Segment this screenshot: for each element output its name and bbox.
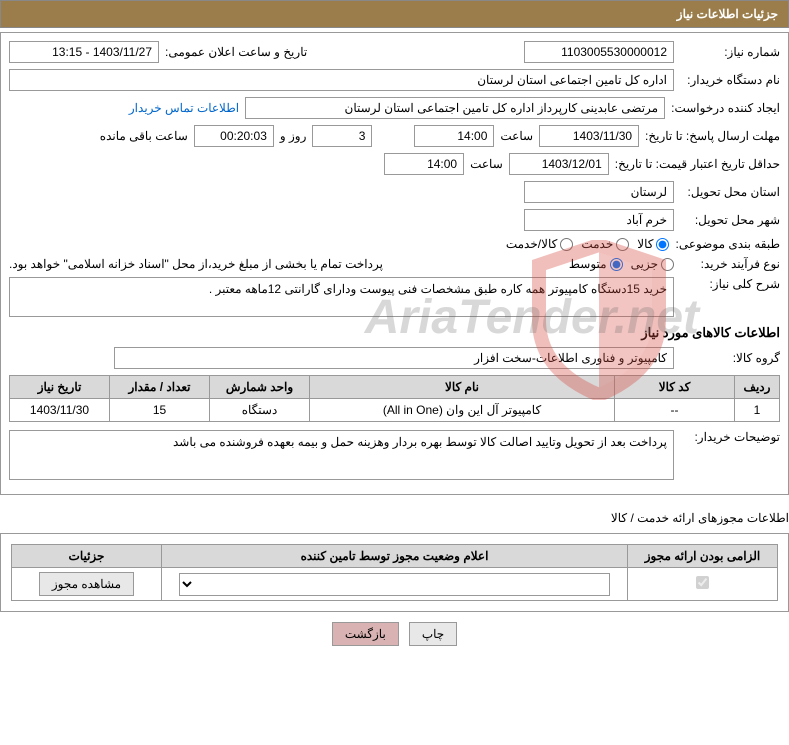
row-city: شهر محل تحویل: خرم آباد [9,209,780,231]
radio-goods-label: کالا [637,237,653,251]
min-validity-time-label: ساعت [470,157,503,171]
license-section-title: اطلاعات مجوزهای ارائه خدمت / کالا [0,507,789,529]
category-radio-group: کالا خدمت کالا/خدمت [506,237,670,251]
goods-table-header-row: ردیف کد کالا نام کالا واحد شمارش تعداد /… [10,376,780,399]
cell-row-no: 1 [735,399,780,422]
back-button[interactable]: بازگشت [332,622,399,646]
row-goods-group: گروه کالا: کامپیوتر و فناوری اطلاعات-سخت… [9,347,780,369]
row-purchase-type: نوع فرآیند خرید: جزیی متوسط پرداخت تمام … [9,257,780,271]
view-license-button[interactable]: مشاهده مجوز [39,572,134,596]
col-qty: تعداد / مقدار [110,376,210,399]
deadline-label: مهلت ارسال پاسخ: تا تاریخ: [645,129,780,143]
mandatory-checkbox [696,576,709,589]
need-no-value: 1103005530000012 [524,41,674,63]
min-validity-date: 1403/12/01 [509,153,609,175]
lic-col-status: اعلام وضعیت مجوز توسط تامین کننده [162,545,628,568]
treasury-note: پرداخت تمام یا بخشی از مبلغ خرید،از محل … [9,257,383,271]
row-deadline: مهلت ارسال پاسخ: تا تاریخ: 1403/11/30 سا… [9,125,780,147]
province-label: استان محل تحویل: [680,185,780,199]
cell-code: -- [615,399,735,422]
purchase-type-radio-group: جزیی متوسط [569,257,674,271]
row-min-validity: حداقل تاریخ اعتبار قیمت: تا تاریخ: 1403/… [9,153,780,175]
radio-partial-label: جزیی [631,257,658,271]
announce-value: 1403/11/27 - 13:15 [9,41,159,63]
cell-unit: دستگاه [210,399,310,422]
radio-both-label: کالا/خدمت [506,237,557,251]
min-validity-label: حداقل تاریخ اعتبار قیمت: تا تاریخ: [615,157,780,171]
row-requester: ایجاد کننده درخواست: مرتضی عابدینی کارپر… [9,97,780,119]
row-category: طبقه بندی موضوعی: کالا خدمت کالا/خدمت [9,237,780,251]
purchase-type-label: نوع فرآیند خرید: [680,257,780,271]
requester-value: مرتضی عابدینی کارپرداز اداره کل تامین اج… [245,97,665,119]
radio-medium[interactable]: متوسط [569,257,623,271]
license-header-row: الزامی بودن ارائه مجوز اعلام وضعیت مجوز … [12,545,778,568]
col-date: تاریخ نیاز [10,376,110,399]
radio-service-label: خدمت [581,237,613,251]
lic-mandatory-cell [628,568,778,601]
print-button[interactable]: چاپ [409,622,457,646]
days-remaining: 3 [312,125,372,147]
city-label: شهر محل تحویل: [680,213,780,227]
footer-buttons: چاپ بازگشت [0,622,789,646]
min-validity-time: 14:00 [384,153,464,175]
col-unit: واحد شمارش [210,376,310,399]
lic-status-cell [162,568,628,601]
province-value: لرستان [524,181,674,203]
col-name: نام کالا [310,376,615,399]
radio-medium-label: متوسط [569,257,607,271]
days-suffix: روز و [280,129,307,143]
time-remaining: 00:20:03 [194,125,274,147]
goods-section-title: اطلاعات کالاهای مورد نیاز [9,325,780,341]
status-dropdown[interactable] [179,573,609,596]
license-row: مشاهده مجوز [12,568,778,601]
radio-partial[interactable]: جزیی [631,257,674,271]
announce-label: تاریخ و ساعت اعلان عمومی: [165,45,307,59]
summary-label: شرح کلی نیاز: [680,277,780,291]
cell-date: 1403/11/30 [10,399,110,422]
goods-group-value: کامپیوتر و فناوری اطلاعات-سخت افزار [114,347,674,369]
row-province: استان محل تحویل: لرستان [9,181,780,203]
buyer-notes-value: پرداخت بعد از تحویل وتایید اصالت کالا تو… [9,430,674,480]
row-need-no: شماره نیاز: 1103005530000012 تاریخ و ساع… [9,41,780,63]
buyer-label: نام دستگاه خریدار: [680,73,780,87]
col-code: کد کالا [615,376,735,399]
summary-value: خرید 15دستگاه کامپیوتر همه کاره طبق مشخص… [9,277,674,317]
row-buyer-notes: توضیحات خریدار: پرداخت بعد از تحویل وتای… [9,430,780,480]
col-row-no: ردیف [735,376,780,399]
main-panel: AriaTender.net شماره نیاز: 1103005530000… [0,32,789,495]
cell-name: کامپیوتر آل این وان (All in One) [310,399,615,422]
table-row: 1 -- کامپیوتر آل این وان (All in One) دس… [10,399,780,422]
need-no-label: شماره نیاز: [680,45,780,59]
lic-col-mandatory: الزامی بودن ارائه مجوز [628,545,778,568]
category-label: طبقه بندی موضوعی: [675,237,780,251]
row-summary: شرح کلی نیاز: خرید 15دستگاه کامپیوتر همه… [9,277,780,317]
remaining-label: ساعت باقی مانده [100,129,188,143]
radio-goods[interactable]: کالا [637,237,669,251]
license-panel: الزامی بودن ارائه مجوز اعلام وضعیت مجوز … [0,533,789,612]
goods-table: ردیف کد کالا نام کالا واحد شمارش تعداد /… [9,375,780,422]
deadline-date: 1403/11/30 [539,125,639,147]
page-header: جزئیات اطلاعات نیاز [0,0,789,28]
deadline-time-label: ساعت [500,129,533,143]
buyer-value: اداره کل تامین اجتماعی استان لرستان [9,69,674,91]
row-buyer: نام دستگاه خریدار: اداره کل تامین اجتماع… [9,69,780,91]
city-value: خرم آباد [524,209,674,231]
header-title: جزئیات اطلاعات نیاز [677,7,778,21]
radio-both[interactable]: کالا/خدمت [506,237,573,251]
lic-details-cell: مشاهده مجوز [12,568,162,601]
deadline-time: 14:00 [414,125,494,147]
buyer-contact-link[interactable]: اطلاعات تماس خریدار [129,101,239,115]
radio-service[interactable]: خدمت [581,237,629,251]
lic-col-details: جزئیات [12,545,162,568]
requester-label: ایجاد کننده درخواست: [671,101,780,115]
goods-group-label: گروه کالا: [680,351,780,365]
license-table: الزامی بودن ارائه مجوز اعلام وضعیت مجوز … [11,544,778,601]
buyer-notes-label: توضیحات خریدار: [680,430,780,444]
cell-qty: 15 [110,399,210,422]
